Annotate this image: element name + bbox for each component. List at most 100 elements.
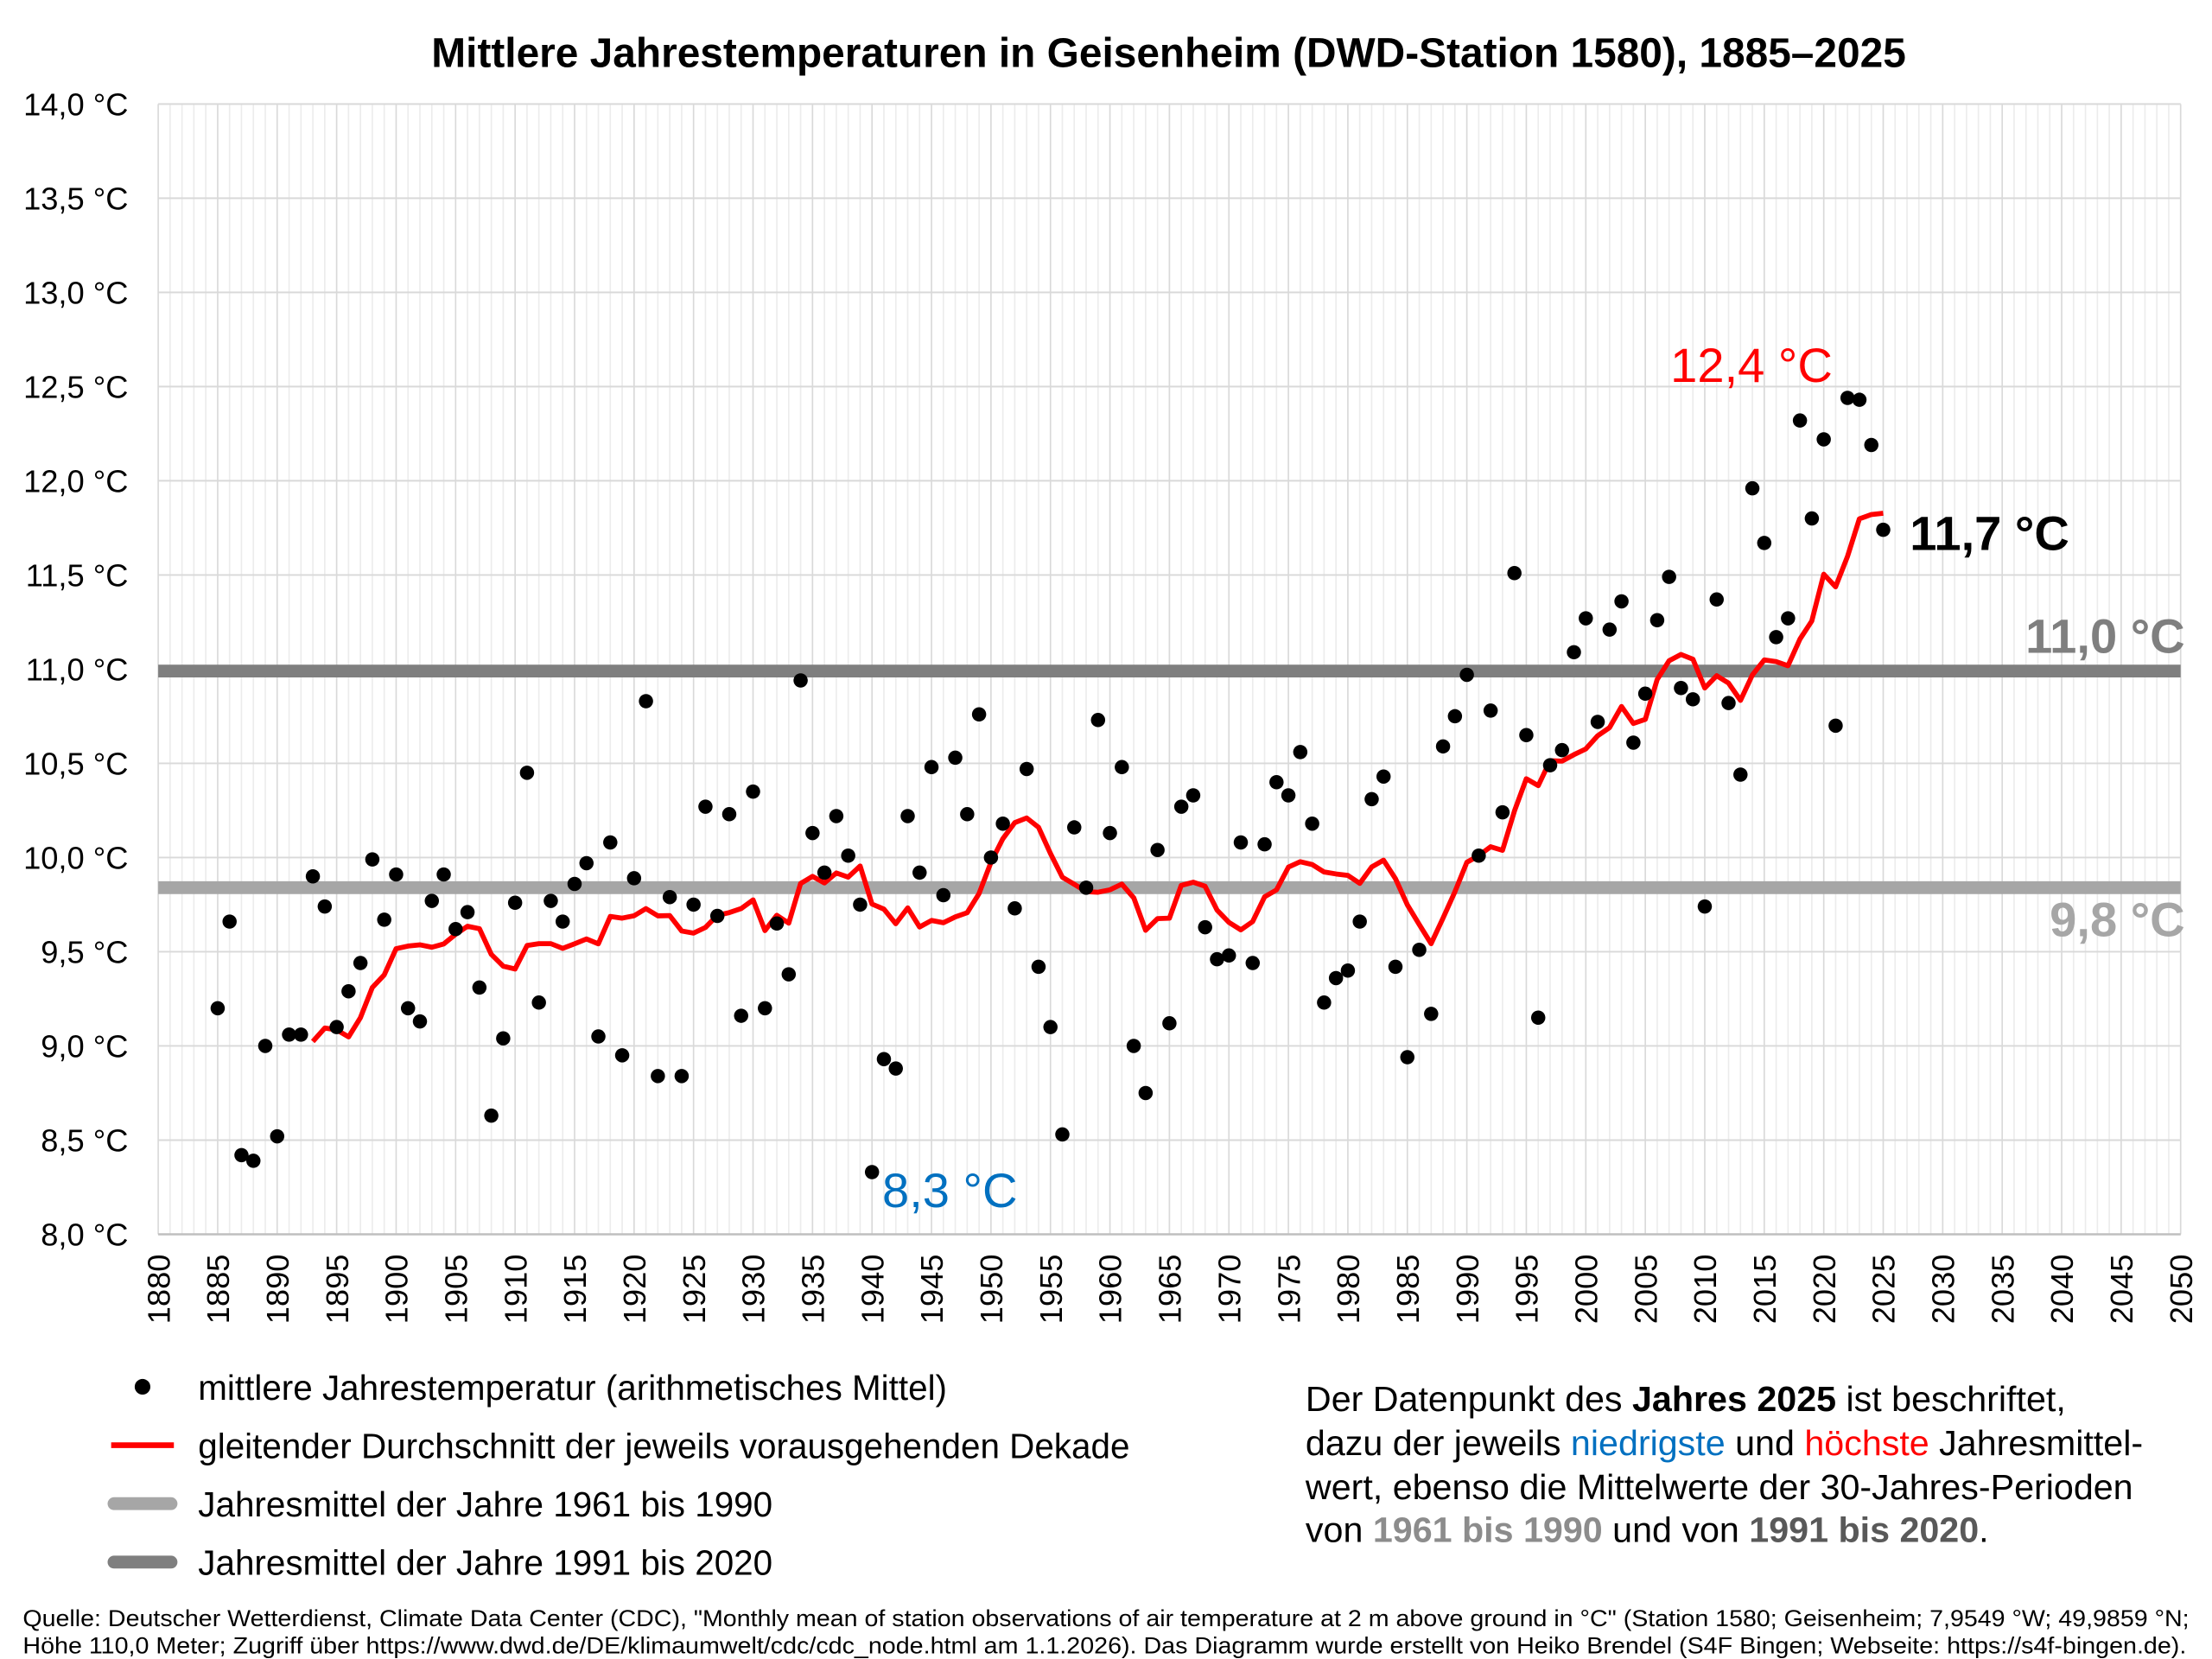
data-point <box>1828 718 1843 734</box>
x-tick-label: 1945 <box>914 1255 950 1325</box>
data-point <box>1221 948 1236 963</box>
x-tick-label: 1980 <box>1331 1255 1366 1325</box>
data-point <box>1792 413 1808 428</box>
x-tick-label: 2015 <box>1747 1255 1783 1325</box>
data-point <box>1721 696 1736 710</box>
data-point <box>424 893 440 908</box>
data-point <box>876 1052 892 1066</box>
data-point <box>1198 919 1212 935</box>
data-point <box>222 914 237 929</box>
data-point <box>900 809 915 823</box>
data-point <box>1055 1127 1070 1142</box>
data-point <box>531 995 546 1010</box>
data-point <box>210 1001 226 1016</box>
data-point <box>734 1008 748 1023</box>
data-point <box>472 980 487 995</box>
legend-label-1991-2020: Jahresmittel der Jahre 1991 bis 2020 <box>198 1543 772 1583</box>
data-point <box>1769 630 1783 645</box>
data-point <box>674 1069 690 1084</box>
data-point <box>1210 951 1224 967</box>
data-point <box>245 1154 261 1168</box>
y-tick-label: 13,5 °C <box>23 181 128 217</box>
data-point <box>1840 391 1855 405</box>
y-tick-label: 9,5 °C <box>41 935 128 970</box>
y-tick-label: 14,0 °C <box>23 87 128 123</box>
y-tick-label: 10,0 °C <box>23 841 128 876</box>
data-point <box>1352 914 1367 929</box>
last-value-annotation: 11,7 °C <box>1910 506 2069 561</box>
data-point <box>436 867 451 882</box>
data-point <box>1674 680 1688 696</box>
y-axis-ticks: 8,0 °C 8,5 °C 9,0 °C 9,5 °C 10,0 °C 10,5 °C 11… <box>23 87 128 1253</box>
data-point <box>1530 1010 1546 1025</box>
data-point <box>1745 480 1760 496</box>
legend-label-moving-average: gleitender Durchschnitt der jeweils vora… <box>198 1426 1129 1465</box>
data-point <box>1340 963 1356 978</box>
data-point <box>1507 566 1522 581</box>
x-tick-label: 1990 <box>1450 1255 1485 1325</box>
x-tick-label: 1900 <box>379 1255 415 1325</box>
data-point <box>1257 836 1272 852</box>
data-point <box>543 893 558 908</box>
data-point <box>853 897 868 912</box>
data-point <box>1400 1050 1415 1065</box>
mean-1991-2020-label: 11,0 °C <box>2025 608 2185 663</box>
data-point <box>1554 742 1570 758</box>
data-point <box>1459 667 1474 683</box>
data-point <box>614 1048 630 1063</box>
y-tick-label: 9,0 °C <box>41 1029 128 1065</box>
data-point <box>1293 745 1308 760</box>
source-line-1: Quelle: Deutscher Wetterdienst, Climate … <box>22 1605 2189 1631</box>
data-point <box>270 1128 285 1144</box>
data-point <box>1495 804 1510 820</box>
data-point <box>1138 1085 1154 1101</box>
data-point <box>709 908 725 924</box>
data-point <box>841 849 855 863</box>
data-point <box>781 967 797 982</box>
data-point <box>1090 713 1106 728</box>
x-tick-label: 2005 <box>1628 1255 1663 1325</box>
data-point <box>234 1147 249 1163</box>
data-point <box>329 1020 344 1034</box>
note-line-3: wert, ebenso die Mittelwerte der 30-Jahr… <box>1305 1467 2133 1507</box>
data-point <box>1269 774 1284 790</box>
data-point <box>579 855 594 871</box>
x-tick-label: 2000 <box>1568 1255 1604 1325</box>
data-point <box>1007 901 1022 916</box>
data-point <box>294 1027 308 1042</box>
data-point <box>567 876 582 892</box>
data-point <box>639 694 653 709</box>
note-line-4: von 1961 bis 1990 und von 1991 bis 2020. <box>1306 1510 1989 1550</box>
data-point <box>912 865 927 880</box>
data-point <box>1447 709 1463 724</box>
data-point <box>1376 769 1391 784</box>
x-tick-label: 1895 <box>320 1255 355 1325</box>
data-point <box>1685 692 1700 707</box>
data-point <box>305 868 321 884</box>
data-point <box>1483 703 1498 718</box>
reference-lines <box>158 664 2181 894</box>
note-line-1: Der Datenpunkt des Jahres 2025 ist besch… <box>1306 1379 2066 1419</box>
data-point <box>1757 536 1772 550</box>
data-point <box>1852 392 1867 407</box>
mean-1961-1990-label: 9,8 °C <box>2050 893 2184 947</box>
x-tick-label: 2050 <box>2164 1255 2199 1325</box>
data-point <box>1567 645 1581 660</box>
x-tick-label: 1905 <box>438 1255 474 1325</box>
x-tick-label: 1920 <box>617 1255 652 1325</box>
data-point <box>1281 788 1296 803</box>
data-point <box>1662 569 1676 584</box>
data-point <box>948 750 963 766</box>
x-tick-label: 1935 <box>796 1255 831 1325</box>
data-point <box>1126 1039 1141 1053</box>
data-point <box>936 887 951 903</box>
data-point <box>626 871 642 886</box>
x-tick-label: 1965 <box>1153 1255 1188 1325</box>
explanatory-note: Der Datenpunkt des Jahres 2025 ist besch… <box>1305 1379 2143 1550</box>
y-tick-label: 8,5 °C <box>41 1123 128 1159</box>
x-tick-label: 1970 <box>1211 1255 1247 1325</box>
data-point <box>1317 995 1332 1010</box>
legend-label-1961-1990: Jahresmittel der Jahre 1961 bis 1990 <box>198 1484 772 1524</box>
data-point <box>1471 849 1486 863</box>
